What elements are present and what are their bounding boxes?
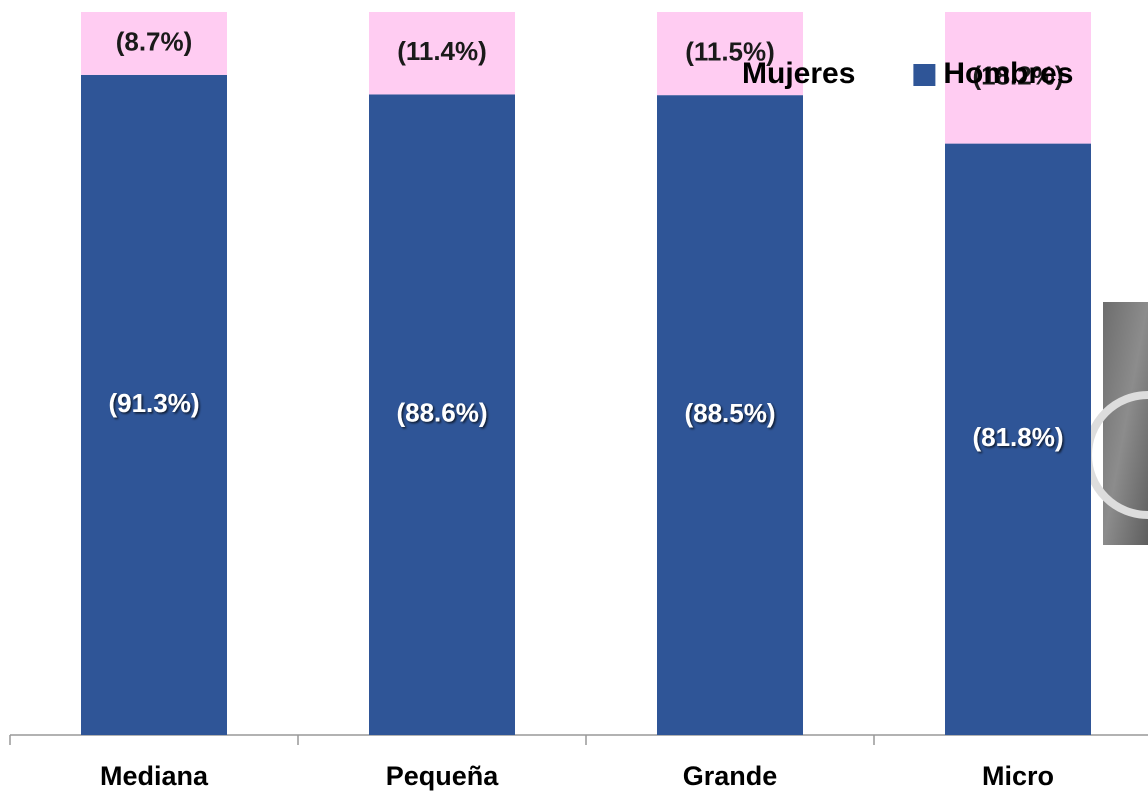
value-label: (88.6%) bbox=[396, 398, 487, 428]
bar-segment bbox=[945, 143, 1091, 735]
value-label: (81.8%) bbox=[972, 422, 1063, 452]
bar-segment bbox=[81, 12, 227, 75]
x-tick-label: Grande bbox=[683, 761, 778, 791]
legend-swatch bbox=[913, 64, 936, 86]
bar-segment bbox=[369, 94, 515, 735]
legend-label: Hombres bbox=[943, 57, 1073, 90]
bar-segment bbox=[657, 95, 803, 735]
value-label: (11.4%) bbox=[397, 36, 487, 66]
bar-segment bbox=[369, 12, 515, 95]
x-tick-label: Mediana bbox=[100, 761, 209, 791]
x-tick-label: Pequeña bbox=[386, 761, 500, 791]
value-label: (91.3%) bbox=[108, 388, 199, 418]
x-tick-label: Micro bbox=[982, 761, 1054, 791]
value-label: (18.2%) bbox=[972, 61, 1063, 91]
value-label: (88.5%) bbox=[684, 398, 775, 428]
legend-label: Mujeres bbox=[742, 57, 855, 90]
value-label: (11.5%) bbox=[685, 36, 775, 66]
bar-segment bbox=[81, 74, 227, 735]
value-label: (8.7%) bbox=[116, 26, 193, 56]
legend-swatch bbox=[712, 64, 734, 86]
bar-segment bbox=[945, 12, 1091, 144]
